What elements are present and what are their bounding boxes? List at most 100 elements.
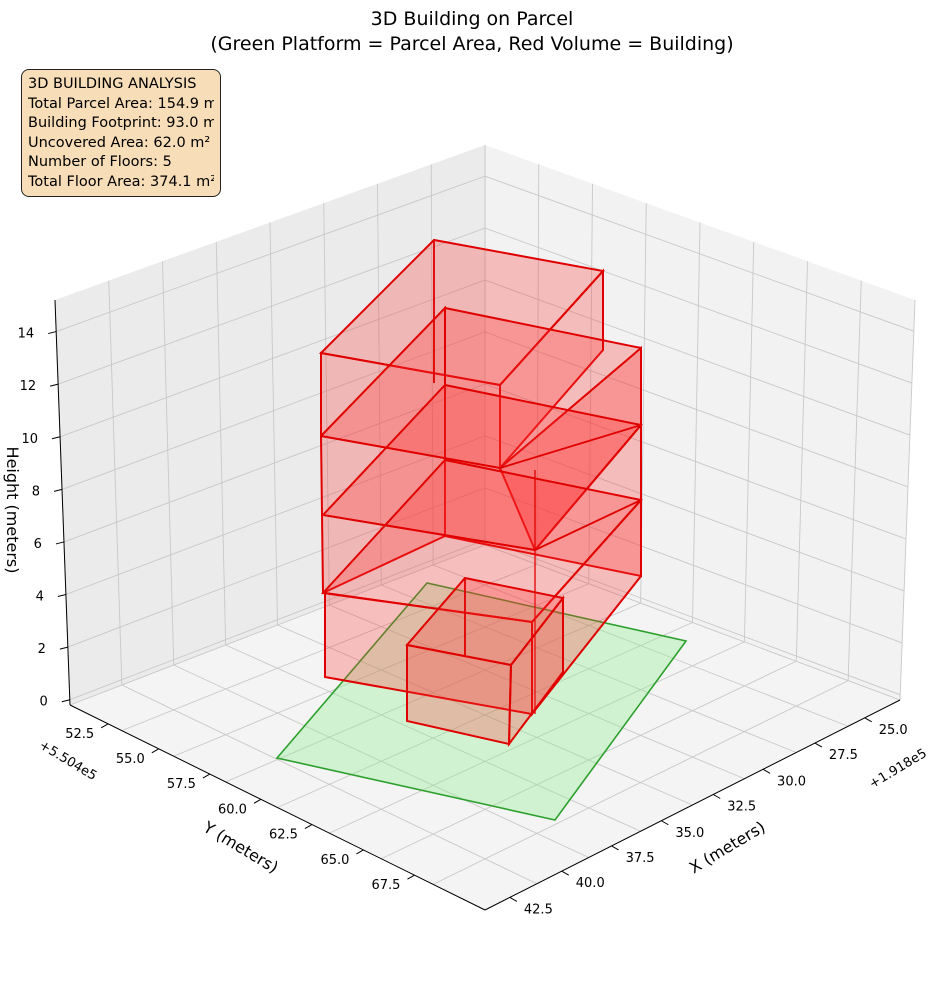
y-tick-label: 60.0 — [218, 802, 247, 817]
y-tick-label: 57.5 — [167, 777, 196, 792]
axis-lines — [54, 299, 901, 911]
z-tick-label: 10 — [22, 432, 39, 447]
z-grid-line — [56, 175, 914, 333]
left-wall-vgrid — [377, 183, 382, 586]
y-tick-label: 67.5 — [371, 878, 400, 893]
x-tick-label: 32.5 — [727, 800, 756, 815]
left-wall-vgrid — [108, 280, 123, 686]
x-tick-label: 42.5 — [524, 902, 553, 917]
analysis-info-box: 3D BUILDING ANALYSIS Total Parcel Area: … — [21, 69, 221, 197]
info-heading: 3D BUILDING ANALYSIS — [28, 76, 197, 92]
floor-divider-line — [499, 424, 642, 469]
left-wall-vgrid — [162, 261, 175, 666]
z-axis-line — [54, 299, 71, 706]
x-tick-mark — [762, 768, 771, 774]
y-tick-mark — [202, 773, 211, 779]
info-line-footprint: Building Footprint: 93.0 m² — [28, 115, 214, 132]
chart-title: 3D Building on Parcel — [371, 8, 574, 30]
floor-grid-line-x — [173, 664, 589, 858]
z-tick-mark — [53, 488, 63, 492]
x-tick-label: 37.5 — [626, 851, 655, 866]
floor-grid-line-x — [277, 624, 693, 806]
floor-grid-line-x — [121, 684, 538, 885]
floor-pane — [70, 545, 900, 910]
floor-grid-line-x — [432, 564, 849, 727]
x-tick-mark — [611, 845, 619, 851]
z-tick-mark — [61, 699, 70, 703]
y-tick-mark — [304, 824, 313, 829]
x-tick-mark — [561, 870, 570, 876]
y-tick-label: 55.0 — [116, 752, 145, 767]
floor-divider-line — [320, 435, 501, 469]
right-wall-vgrid — [795, 261, 808, 662]
x-tick-label: 40.0 — [576, 876, 605, 891]
building-volume — [318, 238, 643, 748]
y-tick-label: 52.5 — [65, 727, 94, 742]
z-grid-line — [69, 539, 901, 701]
x-tick-label: 30.0 — [777, 774, 806, 789]
x-tick-mark — [713, 794, 721, 799]
floor-divider-line — [534, 499, 642, 551]
z-tick-mark — [55, 541, 65, 545]
x-tick-mark — [814, 742, 823, 748]
left-wall-vgrid — [269, 222, 278, 626]
left-wall-vgrid — [323, 203, 330, 606]
z-tick-label: 0 — [40, 695, 48, 710]
right-wall-vgrid — [588, 183, 593, 584]
y-tick-mark — [151, 748, 160, 754]
z-grid-line — [61, 331, 909, 490]
info-line-floors: Number of Floors: 5 — [28, 154, 172, 171]
z-grid-line — [65, 435, 905, 595]
y-offset-label: +5.504e5 — [36, 738, 99, 784]
x-tick-mark — [661, 820, 669, 826]
z-tick-mark — [57, 594, 67, 598]
x-tick-mark — [864, 717, 872, 723]
right-wall-vgrid — [899, 299, 916, 701]
left-pane — [55, 145, 485, 705]
floor-grid-line-x — [381, 584, 797, 753]
x-tick-label: 27.5 — [829, 748, 858, 763]
y-tick-label: 65.0 — [320, 853, 349, 868]
z-tick-label: 4 — [36, 590, 44, 605]
x-tick-mark — [509, 896, 518, 902]
z-grid-line — [59, 279, 911, 438]
y-axis-label: Y (meters) — [199, 817, 281, 877]
floor-grid-line-x — [225, 644, 641, 832]
chart-subtitle: (Green Platform = Parcel Area, Red Volum… — [210, 33, 733, 55]
y-tick-mark — [100, 723, 109, 729]
y-tick-label: 62.5 — [269, 828, 298, 843]
floor-divider-line — [322, 514, 536, 551]
right-wall-vgrid — [743, 241, 755, 642]
z-tick-mark — [59, 646, 68, 650]
parcel-polygon — [275, 582, 688, 821]
floor-grid-line-x — [329, 604, 745, 780]
right-wall-vgrid — [847, 280, 862, 681]
info-line-uncovered: Uncovered Area: 62.0 m² — [28, 134, 211, 151]
z-grid-line — [67, 487, 903, 648]
left-wall-vgrid — [215, 241, 227, 646]
z-tick-mark — [49, 383, 59, 387]
z-grid-line — [63, 383, 907, 543]
y-tick-mark — [407, 874, 415, 880]
left-wall-vgrid — [430, 164, 434, 566]
y-tick-mark — [253, 798, 262, 804]
parcel-platform — [275, 582, 688, 821]
info-line-parcel-area: Total Parcel Area: 154.9 m² — [28, 95, 214, 112]
floor-grid-line-x — [484, 544, 901, 701]
x-offset-label: +1.918e5 — [867, 746, 930, 792]
building-face — [531, 497, 642, 717]
x-axis-line — [484, 699, 901, 911]
tick-labels: 52.5 55.0 57.5 60.0 62.5 65.0 67.5 25.0 27.5 30.0… — [18, 327, 908, 918]
right-wall-vgrid — [692, 222, 701, 623]
y-tick-mark — [356, 849, 364, 855]
x-tick-label: 25.0 — [879, 723, 908, 738]
z-axis-label: Height (meters) — [3, 447, 22, 574]
z-tick-label: 14 — [18, 327, 35, 342]
z-tick-mark — [51, 436, 61, 440]
z-tick-label: 8 — [32, 484, 40, 499]
z-tick-label: 6 — [34, 537, 42, 552]
x-tick-label: 35.0 — [675, 826, 704, 841]
z-grid-line — [57, 227, 913, 385]
z-tick-mark — [48, 331, 57, 335]
